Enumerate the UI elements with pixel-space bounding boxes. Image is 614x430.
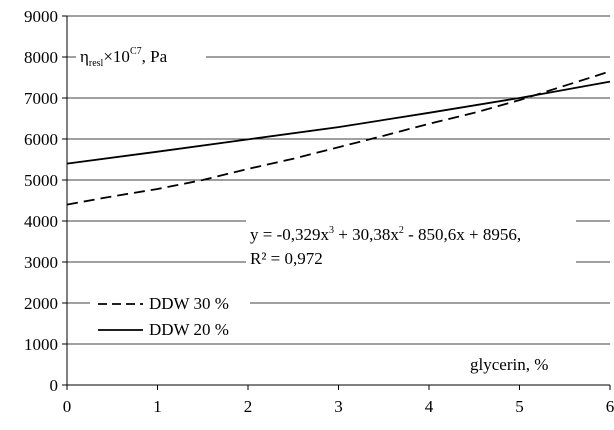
x-tick-label-1: 1 xyxy=(153,397,162,416)
legend-background xyxy=(90,290,250,340)
equation-line-2: R² = 0,972 xyxy=(250,249,323,268)
x-tick-label-2: 2 xyxy=(244,397,253,416)
y-tick-label-8000: 8000 xyxy=(24,48,58,67)
axes xyxy=(62,15,611,390)
equation-background xyxy=(246,218,576,274)
series-line-ddw-20 xyxy=(66,80,611,165)
legend-label-ddw-20: DDW 20 % xyxy=(149,320,229,339)
y-tick-label-2000: 2000 xyxy=(24,294,58,313)
x-tick-label-4: 4 xyxy=(425,397,434,416)
y-tick-label-7000: 7000 xyxy=(24,89,58,108)
y-tick-label-1000: 1000 xyxy=(24,335,58,354)
equation-line-1: y = -0,329x3 + 30,38x2 - 850,6x + 8956, xyxy=(250,225,521,244)
legend-label-ddw-30: DDW 30 % xyxy=(149,294,229,313)
y-tick-label-4000: 4000 xyxy=(24,212,58,231)
x-tick-label-5: 5 xyxy=(515,397,524,416)
y-tick-label-5000: 5000 xyxy=(24,171,58,190)
y-tick-label-9000: 9000 xyxy=(24,7,58,26)
legend: DDW 30 % DDW 20 % xyxy=(90,290,250,340)
x-axis-label-background xyxy=(462,346,602,376)
series-lines xyxy=(66,70,611,206)
y-tick-label-3000: 3000 xyxy=(24,253,58,272)
y-tick-label-0: 0 xyxy=(50,376,59,395)
y-tick-label-6000: 6000 xyxy=(24,130,58,149)
x-tick-label-3: 3 xyxy=(334,397,343,416)
y-axis-label: ηresl×10C7, Pa xyxy=(80,46,168,69)
y-tick-labels: 0 1000 2000 3000 4000 5000 6000 7000 8000 9000 xyxy=(24,7,58,395)
x-tick-labels: 0 1 2 3 4 5 6 xyxy=(63,397,614,416)
x-tick-label-0: 0 xyxy=(63,397,72,416)
y-axis-label-background xyxy=(76,36,206,70)
series-line-ddw-30 xyxy=(66,70,611,206)
x-axis-label: glycerin, % xyxy=(470,355,548,374)
x-tick-label-6: 6 xyxy=(606,397,614,416)
